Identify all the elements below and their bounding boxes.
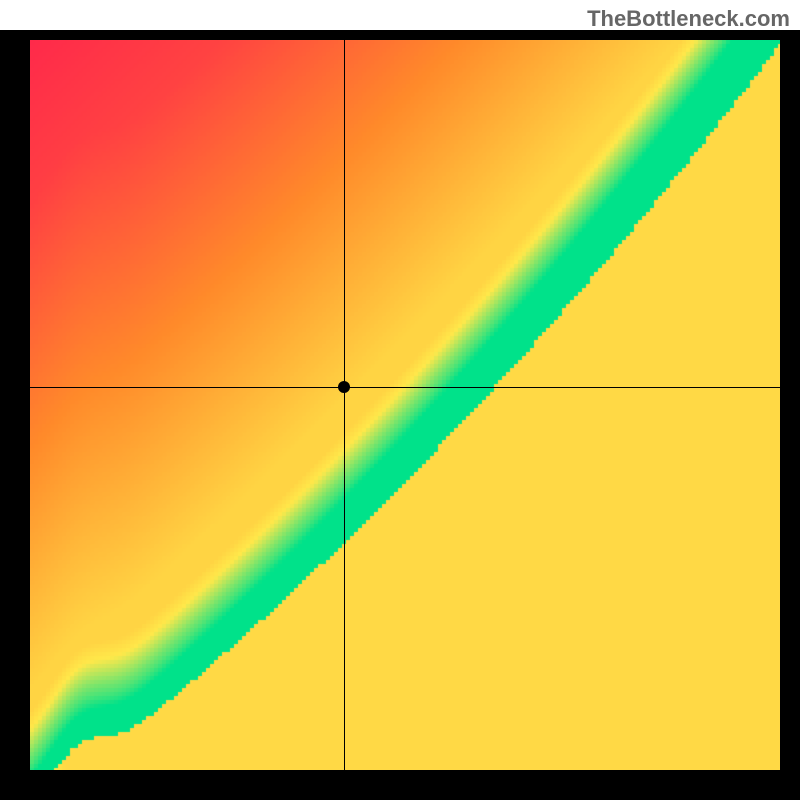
crosshair-horizontal (30, 387, 780, 388)
heatmap-canvas (30, 40, 780, 770)
outer-frame (0, 30, 800, 800)
crosshair-vertical (344, 40, 345, 770)
heatmap-plot (30, 40, 780, 770)
watermark-text: TheBottleneck.com (587, 6, 790, 32)
crosshair-point (338, 381, 350, 393)
